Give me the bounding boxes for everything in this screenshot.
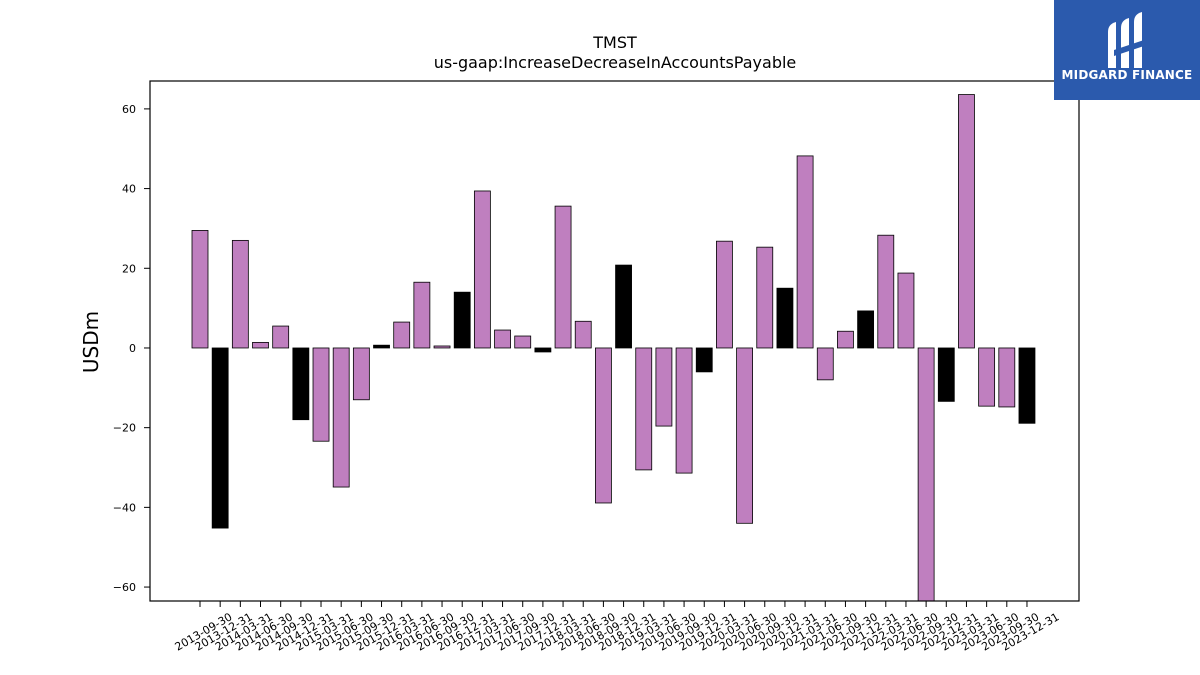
bar-2022-03-31 <box>877 234 895 349</box>
bar-2020-03-31 <box>716 240 733 349</box>
bar-2021-09-30 <box>837 330 854 349</box>
bar-2017-03-31 <box>473 190 491 349</box>
bar-2016-09-30 <box>433 345 451 349</box>
bar-2020-09-30 <box>756 246 774 349</box>
x-ticks-group: 2013-09-302013-12-312014-03-312014-06-30… <box>173 601 1061 654</box>
y-tick-label: −40 <box>113 501 136 514</box>
y-tick-label: 20 <box>122 262 136 275</box>
bar-2023-09-30 <box>998 347 1016 408</box>
bar-2014-09-30 <box>272 325 290 349</box>
bar-2017-06-30 <box>494 329 511 349</box>
y-tick-label: 60 <box>122 103 136 116</box>
bar-2015-03-31 <box>312 347 330 442</box>
bar-2014-03-31 <box>231 239 249 349</box>
y-tick-label: −20 <box>113 422 136 435</box>
bar-2013-12-31 <box>211 347 229 529</box>
bar-2013-09-30 <box>191 230 209 349</box>
bar-2019-06-30 <box>655 347 673 427</box>
midgard-finance-logo: MIDGARD FINANCE <box>1054 0 1200 100</box>
bar-2021-06-30 <box>816 347 834 381</box>
bar-2015-09-30 <box>352 347 370 401</box>
bar-2023-03-31 <box>958 94 975 349</box>
chart-title: TMST <box>592 33 637 52</box>
bar-2015-06-30 <box>332 347 350 488</box>
plot-frame <box>149 80 1080 602</box>
bar-2018-03-31 <box>554 205 572 349</box>
bar-2019-03-31 <box>635 347 653 471</box>
bar-2022-06-30 <box>897 272 915 349</box>
bar-2016-03-31 <box>393 321 411 349</box>
y-ticks-group: −60 −40 −20 0 20 40 60 <box>113 103 150 594</box>
bar-2017-12-31 <box>534 347 552 353</box>
y-axis-label: USDm <box>79 311 103 373</box>
y-tick-label: 0 <box>129 342 136 355</box>
bar-2016-12-31 <box>453 291 471 349</box>
midgard-logo-icon <box>1108 12 1144 68</box>
bar-2020-06-30 <box>736 347 753 524</box>
bar-2018-06-30 <box>574 320 592 349</box>
bar-2014-12-31 <box>292 347 310 421</box>
bar-2017-09-30 <box>514 335 532 349</box>
bar-2022-12-31 <box>937 347 955 402</box>
bar-2021-03-31 <box>796 155 814 349</box>
chart-subtitle: us-gaap:IncreaseDecreaseInAccountsPayabl… <box>434 53 797 72</box>
bar-2023-06-30 <box>978 347 996 407</box>
y-tick-label: 40 <box>122 183 136 196</box>
bar-2016-06-30 <box>413 281 431 349</box>
bar-2023-12-31 <box>1018 347 1036 424</box>
bar-2020-12-31 <box>776 287 794 349</box>
y-tick-label: −60 <box>113 581 136 594</box>
bar-2018-09-30 <box>595 347 612 504</box>
bar-2018-12-31 <box>615 264 632 349</box>
bars-group <box>191 94 1036 602</box>
bar-2019-12-31 <box>695 347 713 373</box>
bar-2021-12-31 <box>857 310 875 349</box>
bar-2015-12-31 <box>373 344 390 349</box>
bar-2019-09-30 <box>675 347 693 474</box>
bar-2014-06-30 <box>252 341 269 349</box>
logo-brand-text: MIDGARD FINANCE <box>1061 68 1193 82</box>
bar-2022-09-30 <box>917 347 935 602</box>
